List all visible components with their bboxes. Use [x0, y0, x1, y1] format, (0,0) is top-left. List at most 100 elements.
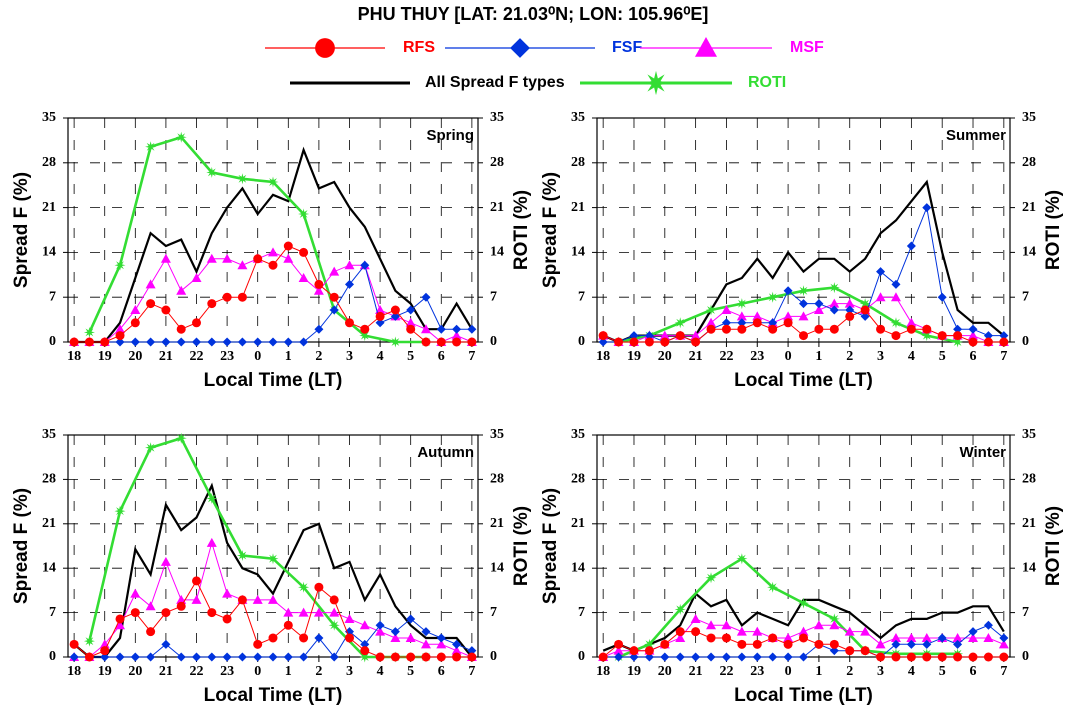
data-point	[329, 305, 339, 315]
data-point	[876, 324, 886, 334]
data-point	[968, 330, 979, 340]
legend-label[interactable]: FSF	[612, 39, 642, 56]
data-point	[736, 298, 748, 310]
y2-tick-label: 7	[490, 605, 497, 620]
y2-tick-label: 35	[1022, 110, 1036, 125]
data-point	[890, 632, 901, 642]
data-point	[737, 652, 747, 662]
y2-tick-label: 14	[1022, 245, 1036, 260]
data-point	[84, 337, 94, 347]
data-point	[375, 311, 385, 321]
legend-label[interactable]: All Spread F types	[425, 74, 565, 91]
data-point	[813, 620, 824, 630]
legend-label[interactable]: ROTI	[748, 74, 786, 91]
data-point	[390, 305, 400, 315]
legend-label[interactable]: MSF	[790, 39, 824, 56]
x-tick-label: 23	[750, 349, 764, 364]
x-tick-label: 4	[908, 349, 915, 364]
data-point	[860, 626, 871, 636]
data-point	[629, 331, 639, 341]
data-point	[706, 324, 716, 334]
data-point	[360, 260, 370, 270]
data-point	[115, 331, 125, 341]
data-point	[206, 166, 218, 178]
data-point	[115, 614, 125, 624]
data-point	[375, 318, 385, 328]
x-tick-label: 19	[627, 349, 641, 364]
data-point	[115, 337, 125, 347]
series-line	[88, 135, 426, 344]
x-tick-label: 22	[719, 349, 733, 364]
data-point	[360, 324, 370, 334]
data-point	[922, 652, 932, 662]
data-point	[675, 652, 685, 662]
data-point	[176, 324, 186, 334]
data-point	[161, 639, 171, 649]
data-point	[267, 553, 279, 565]
data-point	[405, 317, 416, 327]
data-point	[829, 298, 840, 308]
y-tick-label: 7	[578, 289, 585, 304]
data-point	[767, 581, 779, 593]
data-point	[721, 324, 731, 334]
x-tick-label: 1	[815, 349, 822, 364]
data-point	[675, 632, 686, 642]
data-point	[906, 317, 917, 327]
y2-axis-label: ROTI (%)	[511, 506, 532, 586]
data-point	[737, 639, 747, 649]
data-point	[436, 324, 446, 334]
data-point	[844, 626, 855, 636]
season-label: Summer	[946, 127, 1006, 144]
data-point	[299, 337, 309, 347]
y-axis-label: Spread F (%)	[540, 172, 561, 288]
data-point	[643, 638, 655, 650]
season-label: Winter	[959, 444, 1006, 461]
y2-tick-label: 21	[490, 516, 504, 531]
legend-marker	[695, 37, 717, 57]
data-point	[844, 298, 855, 308]
data-point	[691, 627, 701, 637]
data-point	[268, 633, 278, 643]
y2-tick-label: 0	[490, 334, 497, 349]
data-point	[467, 324, 477, 334]
y-axis-label: Spread F (%)	[540, 488, 561, 604]
x-tick-label: 23	[220, 664, 234, 679]
data-point	[983, 620, 993, 630]
data-point	[829, 639, 839, 649]
data-point	[783, 632, 794, 642]
y-tick-label: 35	[571, 427, 585, 442]
data-point	[598, 337, 608, 347]
plot-area	[596, 434, 1011, 658]
data-point	[705, 572, 717, 584]
legend-marker	[315, 38, 335, 58]
data-point	[953, 652, 963, 662]
data-point	[644, 331, 654, 341]
data-point	[344, 260, 355, 270]
y-tick-label: 0	[49, 334, 56, 349]
x-tick-label: 19	[627, 664, 641, 679]
data-point	[222, 614, 232, 624]
data-point	[83, 635, 95, 647]
data-point	[829, 305, 839, 315]
legend-label[interactable]: RFS	[403, 39, 435, 56]
data-point	[467, 646, 477, 656]
data-point	[253, 639, 263, 649]
y2-tick-label: 35	[490, 427, 504, 442]
data-point	[814, 299, 824, 309]
data-point	[253, 337, 263, 347]
data-point	[130, 318, 140, 328]
y2-tick-label: 0	[1022, 649, 1029, 664]
data-point	[721, 652, 731, 662]
data-point	[314, 633, 324, 643]
data-point	[876, 652, 886, 662]
y-tick-label: 21	[42, 516, 56, 531]
data-point	[814, 324, 824, 334]
season-label: Spring	[427, 127, 475, 144]
data-point	[721, 318, 731, 328]
data-point	[798, 285, 809, 297]
x-tick-label: 2	[846, 349, 853, 364]
data-point	[176, 285, 187, 295]
data-point	[222, 337, 232, 347]
data-point	[191, 594, 202, 604]
legend-marker	[643, 70, 669, 96]
